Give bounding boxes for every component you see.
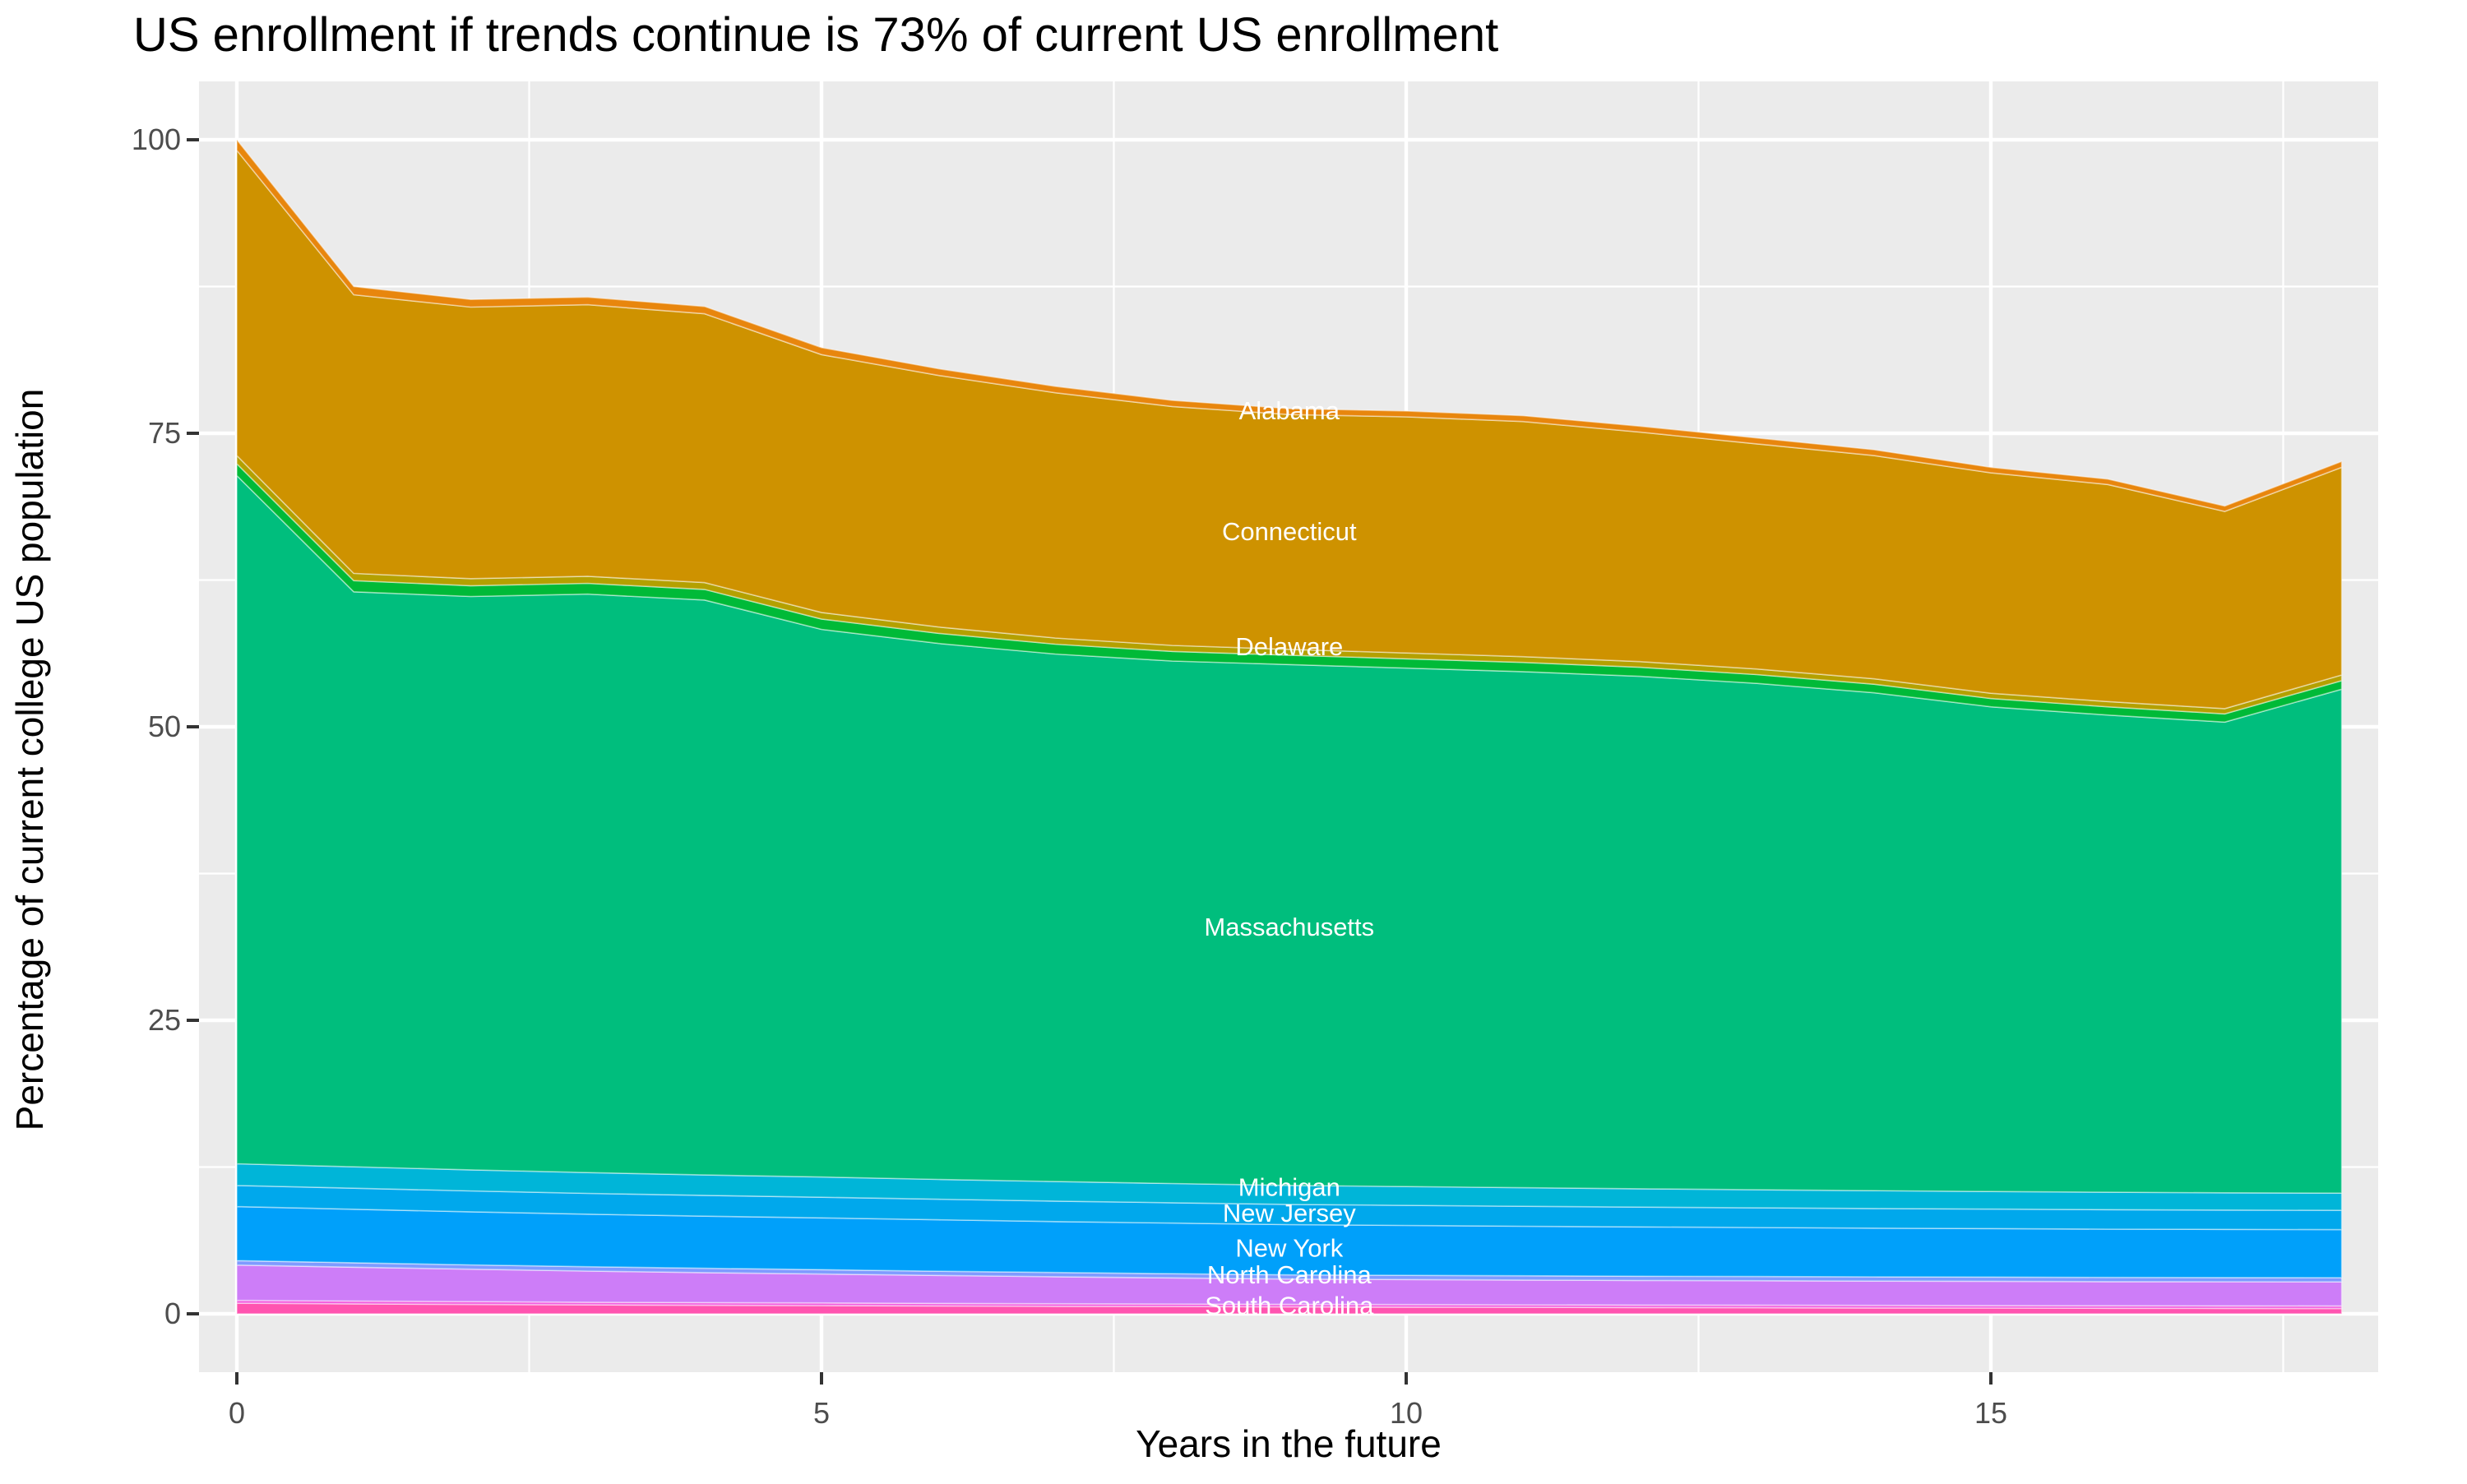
area-label-north-carolina: North Carolina <box>1207 1260 1372 1289</box>
area-label-delaware: Delaware <box>1235 632 1343 661</box>
x-tick-label: 5 <box>813 1396 830 1430</box>
axis-tick-marks <box>187 138 1993 1385</box>
x-tick-label: 15 <box>1974 1396 2007 1430</box>
area-label-alabama: Alabama <box>1239 396 1340 425</box>
area-new-york <box>236 1205 2343 1278</box>
y-tick-label: 25 <box>148 1003 181 1037</box>
area-sliver-green <box>236 462 2343 724</box>
area-massachusetts <box>236 474 2343 1195</box>
y-axis-title: Percentage of current college US populat… <box>8 389 51 1131</box>
area-label-connecticut: Connecticut <box>1222 517 1357 546</box>
area-label-south-carolina: South Carolina <box>1205 1292 1374 1320</box>
area-new-jersey <box>236 1185 2343 1231</box>
area-michigan <box>236 1163 2343 1211</box>
y-tick-label: 75 <box>148 416 181 450</box>
y-tick-label: 50 <box>148 710 181 743</box>
y-tick-label: 0 <box>164 1297 181 1330</box>
area-label-massachusetts: Massachusetts <box>1204 913 1374 941</box>
x-tick-label: 0 <box>229 1396 245 1430</box>
area-label-new-jersey: New Jersey <box>1223 1199 1356 1227</box>
stacked-areas <box>236 137 2343 1315</box>
x-tick-label: 10 <box>1390 1396 1423 1430</box>
x-axis-title: Years in the future <box>1136 1422 1442 1465</box>
chart-title: US enrollment if trends continue is 73% … <box>133 8 1498 62</box>
area-label-michigan: Michigan <box>1238 1172 1340 1201</box>
area-alabama <box>236 137 2343 512</box>
y-tick-label: 100 <box>132 123 181 156</box>
axis-tick-labels: 0 25 50 75 100 0 5 10 15 <box>132 123 2007 1430</box>
area-label-new-york: New York <box>1235 1234 1343 1263</box>
